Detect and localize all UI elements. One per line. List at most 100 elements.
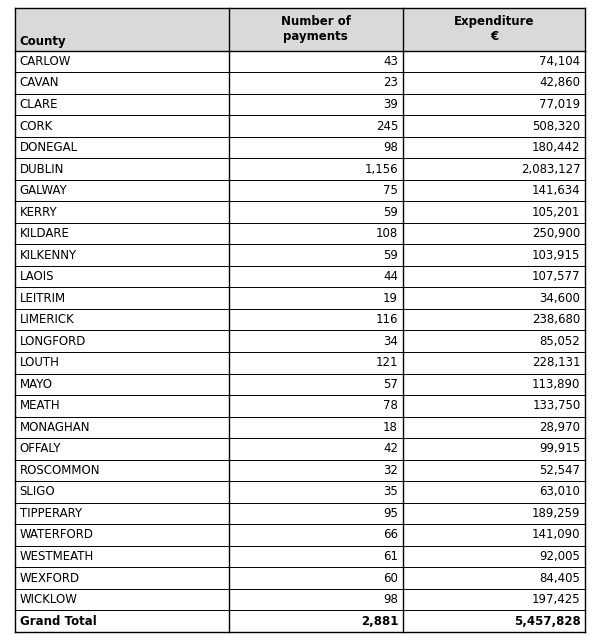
Text: 39: 39 xyxy=(383,98,398,111)
Text: 84,405: 84,405 xyxy=(539,572,580,584)
Text: 34: 34 xyxy=(383,335,398,348)
Text: LONGFORD: LONGFORD xyxy=(20,335,86,348)
Text: SLIGO: SLIGO xyxy=(20,485,55,498)
Text: MEATH: MEATH xyxy=(20,399,60,412)
Text: 108: 108 xyxy=(376,227,398,240)
Text: DUBLIN: DUBLIN xyxy=(20,163,64,175)
Text: 35: 35 xyxy=(383,485,398,498)
Text: 28,970: 28,970 xyxy=(539,421,580,434)
Text: Grand Total: Grand Total xyxy=(20,615,97,627)
Text: 105,201: 105,201 xyxy=(532,206,580,218)
Text: MONAGHAN: MONAGHAN xyxy=(20,421,90,434)
Text: 95: 95 xyxy=(383,507,398,520)
Text: TIPPERARY: TIPPERARY xyxy=(20,507,82,520)
Text: 113,890: 113,890 xyxy=(532,378,580,391)
Text: 75: 75 xyxy=(383,184,398,197)
Text: WICKLOW: WICKLOW xyxy=(20,593,77,606)
Text: 32: 32 xyxy=(383,464,398,477)
Text: 250,900: 250,900 xyxy=(532,227,580,240)
Text: 133,750: 133,750 xyxy=(532,399,580,412)
Text: 107,577: 107,577 xyxy=(532,270,580,283)
Text: 116: 116 xyxy=(376,313,398,326)
Text: 508,320: 508,320 xyxy=(532,119,580,133)
Bar xyxy=(15,266,585,288)
Text: 180,442: 180,442 xyxy=(532,141,580,154)
Text: 77,019: 77,019 xyxy=(539,98,580,111)
Bar xyxy=(15,567,585,589)
Text: 228,131: 228,131 xyxy=(532,356,580,370)
Text: 18: 18 xyxy=(383,421,398,434)
Text: 85,052: 85,052 xyxy=(539,335,580,348)
Text: County: County xyxy=(20,35,66,48)
Text: 1,156: 1,156 xyxy=(364,163,398,175)
Text: LEITRIM: LEITRIM xyxy=(20,291,65,305)
Text: 5,457,828: 5,457,828 xyxy=(514,615,580,627)
Bar xyxy=(15,352,585,373)
Text: 92,005: 92,005 xyxy=(539,550,580,563)
Bar xyxy=(15,545,585,567)
Text: 52,547: 52,547 xyxy=(539,464,580,477)
Text: 42: 42 xyxy=(383,443,398,455)
Text: 44: 44 xyxy=(383,270,398,283)
Text: 60: 60 xyxy=(383,572,398,584)
Text: 99,915: 99,915 xyxy=(539,443,580,455)
Text: 19: 19 xyxy=(383,291,398,305)
Text: 141,090: 141,090 xyxy=(532,528,580,542)
Text: GALWAY: GALWAY xyxy=(20,184,67,197)
Text: 197,425: 197,425 xyxy=(532,593,580,606)
Bar xyxy=(15,8,585,51)
Text: DONEGAL: DONEGAL xyxy=(20,141,77,154)
Text: 238,680: 238,680 xyxy=(532,313,580,326)
Bar xyxy=(15,503,585,525)
Text: CARLOW: CARLOW xyxy=(20,55,71,68)
Text: 66: 66 xyxy=(383,528,398,542)
Text: WESTMEATH: WESTMEATH xyxy=(20,550,94,563)
Text: MAYO: MAYO xyxy=(20,378,53,391)
Text: 63,010: 63,010 xyxy=(539,485,580,498)
Text: 61: 61 xyxy=(383,550,398,563)
Bar xyxy=(15,309,585,330)
Text: 34,600: 34,600 xyxy=(539,291,580,305)
Text: 245: 245 xyxy=(376,119,398,133)
Text: 98: 98 xyxy=(383,593,398,606)
Text: 141,634: 141,634 xyxy=(532,184,580,197)
Text: 189,259: 189,259 xyxy=(532,507,580,520)
Text: 2,881: 2,881 xyxy=(361,615,398,627)
Text: ROSCOMMON: ROSCOMMON xyxy=(20,464,100,477)
Text: LIMERICK: LIMERICK xyxy=(20,313,74,326)
Text: LOUTH: LOUTH xyxy=(20,356,59,370)
Bar xyxy=(15,395,585,417)
Text: CORK: CORK xyxy=(20,119,53,133)
Text: 43: 43 xyxy=(383,55,398,68)
Text: Number of
payments: Number of payments xyxy=(281,15,350,43)
Bar xyxy=(15,201,585,223)
Text: WEXFORD: WEXFORD xyxy=(20,572,80,584)
Text: CLARE: CLARE xyxy=(20,98,58,111)
Bar xyxy=(15,137,585,158)
Text: WATERFORD: WATERFORD xyxy=(20,528,94,542)
Text: 98: 98 xyxy=(383,141,398,154)
Text: Expenditure
€: Expenditure € xyxy=(454,15,534,43)
Text: 121: 121 xyxy=(376,356,398,370)
Bar xyxy=(15,481,585,503)
Bar xyxy=(15,180,585,201)
Bar xyxy=(15,373,585,395)
Text: 59: 59 xyxy=(383,249,398,262)
Text: KILKENNY: KILKENNY xyxy=(20,249,77,262)
Bar xyxy=(15,115,585,137)
Bar xyxy=(15,417,585,438)
Bar xyxy=(15,589,585,610)
Text: 42,860: 42,860 xyxy=(539,76,580,90)
Text: OFFALY: OFFALY xyxy=(20,443,61,455)
Text: 23: 23 xyxy=(383,76,398,90)
Bar xyxy=(15,438,585,460)
Bar xyxy=(15,94,585,115)
Bar xyxy=(15,288,585,309)
Text: CAVAN: CAVAN xyxy=(20,76,59,90)
Text: 2,083,127: 2,083,127 xyxy=(521,163,580,175)
Bar xyxy=(15,223,585,244)
Text: 74,104: 74,104 xyxy=(539,55,580,68)
Bar xyxy=(15,51,585,72)
Text: 103,915: 103,915 xyxy=(532,249,580,262)
Bar xyxy=(15,158,585,180)
